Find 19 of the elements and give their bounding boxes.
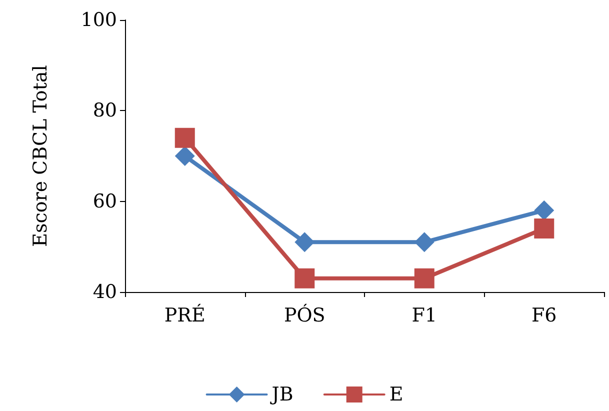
y-tick-label: 80 [92,100,117,122]
point [414,268,434,288]
y-tick-label: 40 [92,281,117,303]
legend-label: JB [270,384,294,406]
point [294,268,315,288]
point [174,128,195,148]
point [534,218,554,239]
point [174,146,195,166]
x-tick-label: PÓS [284,304,326,326]
y-tick-label: 60 [92,190,117,212]
x-tick-label: F1 [412,304,438,326]
point [294,232,315,252]
legend-label: E [389,384,404,406]
y-axis-title: Escore CBCL Total [30,65,52,247]
point [534,200,554,220]
x-tick-label: PRÉ [164,304,206,326]
point [414,232,434,252]
y-tick-label: 100 [80,9,117,31]
x-tick-label: F6 [531,304,557,326]
